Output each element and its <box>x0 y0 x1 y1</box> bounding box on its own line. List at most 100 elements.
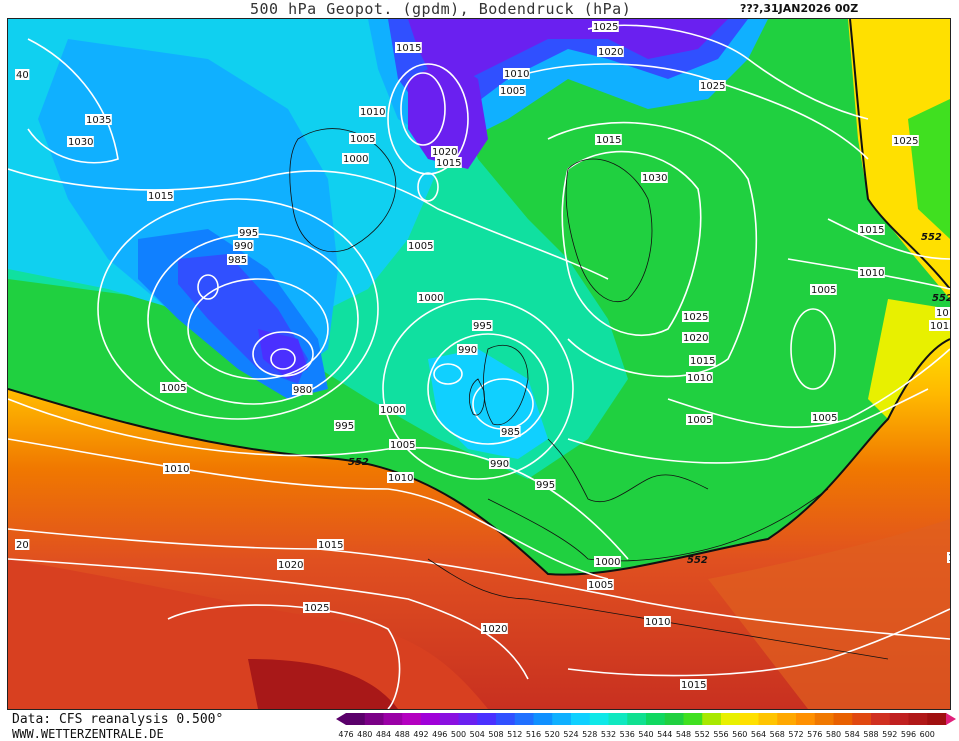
isobar-label: 1005 <box>389 439 416 451</box>
isobar-label-text: 1010 <box>687 373 712 384</box>
isobar-label-text: 980 <box>293 385 312 396</box>
geopotential-fill <box>8 19 950 709</box>
isobar-label: 1005 <box>499 85 526 97</box>
isobar-label: 1015 <box>317 539 344 551</box>
isobar-label-text: 1020 <box>598 47 623 58</box>
legend-swatch <box>889 713 909 725</box>
legend-tick-label: 600 <box>920 730 935 739</box>
isobar-label: 1020 <box>277 559 304 571</box>
legend-swatch <box>683 713 703 725</box>
isobar-label-text: 995 <box>473 321 492 332</box>
isobar-label: 1010 <box>935 307 950 319</box>
contour-labels: 552 552 552 552 <box>348 232 950 566</box>
legend-swatch <box>739 713 759 725</box>
isobar-label-text: 1010 <box>360 107 385 118</box>
isobar-label-text: 1025 <box>893 136 918 147</box>
legend-tick-label: 544 <box>657 730 672 739</box>
legend-tick-label: 536 <box>620 730 635 739</box>
legend-tick-label: 500 <box>451 730 466 739</box>
legend-swatch <box>364 713 384 725</box>
isobar-label: 985 <box>227 254 248 266</box>
map-title: 500 hPa Geopot. (gpdm), Bodendruck (hPa) <box>250 0 632 18</box>
legend-swatch <box>758 713 778 725</box>
legend-swatch <box>852 713 872 725</box>
legend-tick-label: 576 <box>807 730 822 739</box>
isobar-label: 1010 <box>163 463 190 475</box>
isobar-label: 1020 <box>597 46 624 58</box>
legend-swatch <box>552 713 572 725</box>
isobar-label-text: 990 <box>490 459 509 470</box>
isobar-label-text: 1005 <box>687 415 712 426</box>
isobar-label-text: 990 <box>458 345 477 356</box>
isobar-label-text: 1015 <box>318 540 343 551</box>
legend-swatch <box>721 713 741 725</box>
isobar-label-text: 1005 <box>500 86 525 97</box>
isobar-label: 1010 <box>644 616 671 628</box>
isobar-label: 995 <box>334 420 355 432</box>
isobar-label-text: 1020 <box>432 147 457 158</box>
coastlines <box>289 128 889 660</box>
isobar-label-text: 1010 <box>164 464 189 475</box>
isobar-label-text: 20 <box>16 540 29 551</box>
isobar-label-text: 1025 <box>700 81 725 92</box>
legend-tick-label: 556 <box>713 730 728 739</box>
isobar-label-text: 1005 <box>350 134 375 145</box>
contour-label-552: 552 <box>932 293 950 304</box>
legend-swatch <box>496 713 516 725</box>
isobar-label-text: 1005 <box>390 440 415 451</box>
isobar-label: 1015 <box>858 224 885 236</box>
legend-swatch <box>439 713 459 725</box>
legend-swatch <box>646 713 666 725</box>
legend-swatch <box>927 713 947 725</box>
isobar-label: 1020 <box>431 146 458 158</box>
legend-swatch <box>383 713 403 725</box>
contour-label-552: 552 <box>921 232 942 243</box>
isobar-label: 1005 <box>686 414 713 426</box>
isobar-label-text: 1030 <box>68 137 93 148</box>
isobar-label: 990 <box>457 344 478 356</box>
footer: Data: CFS reanalysis 0.500° WWW.WETTERZE… <box>0 710 959 741</box>
isobar-label: 995 <box>472 320 493 332</box>
legend-swatch <box>627 713 647 725</box>
isobar-label-text: 1005 <box>588 580 613 591</box>
run-timestamp: ???,31JAN2026 00Z <box>740 2 859 15</box>
isobar-label: 995 <box>238 227 259 239</box>
isobar-label-text: 1015 <box>690 356 715 367</box>
isobar-label: 1000 <box>342 153 369 165</box>
isobar-label: 1000 <box>594 556 621 568</box>
legend-tick-label: 592 <box>882 730 897 739</box>
legend-tick-label: 492 <box>413 730 428 739</box>
isobar-label-text: 1010 <box>388 473 413 484</box>
isobar-label: 1025 <box>303 602 330 614</box>
legend-tick-label: 480 <box>357 730 372 739</box>
legend-swatch <box>421 713 441 725</box>
color-legend: 476 480 484 488 492 496 500 504 508 512 516 520 524 5… <box>336 713 956 739</box>
isobar-label: 1005 <box>349 133 376 145</box>
contour-label-552: 552 <box>348 457 369 468</box>
legend-swatch <box>571 713 591 725</box>
isobar-label: 1025 <box>682 311 709 323</box>
isobar-label: 20 <box>15 539 30 551</box>
isobar-label-text: 1020 <box>482 624 507 635</box>
legend-swatch <box>608 713 628 725</box>
legend-swatch <box>458 713 478 725</box>
isobar-label: 1030 <box>67 136 94 148</box>
isobar-label-text: 1015 <box>681 680 706 691</box>
isobar-label: 1015 <box>435 157 462 169</box>
isobar-label-text: 1025 <box>304 603 329 614</box>
contour-label-552: 552 <box>687 555 708 566</box>
weather-map: 1015 1020 1025 1010 1005 1025 1025 1035 1030 1010… <box>7 18 951 710</box>
isobar-label: 1010 <box>359 106 386 118</box>
legend-swatch <box>796 713 816 725</box>
contour-552-line <box>8 338 950 576</box>
contour-552-line-north <box>849 19 950 290</box>
isobar-label-text: 1035 <box>86 115 111 126</box>
isobar-label: 1000 <box>417 292 444 304</box>
legend-tick-label: 572 <box>788 730 803 739</box>
legend-tick-label: 484 <box>376 730 391 739</box>
legend-tick-label: 560 <box>732 730 747 739</box>
isobar-label: 1010 <box>387 472 414 484</box>
isobar-label-text: 40 <box>16 70 29 81</box>
isobar-label-text: 1005 <box>408 241 433 252</box>
